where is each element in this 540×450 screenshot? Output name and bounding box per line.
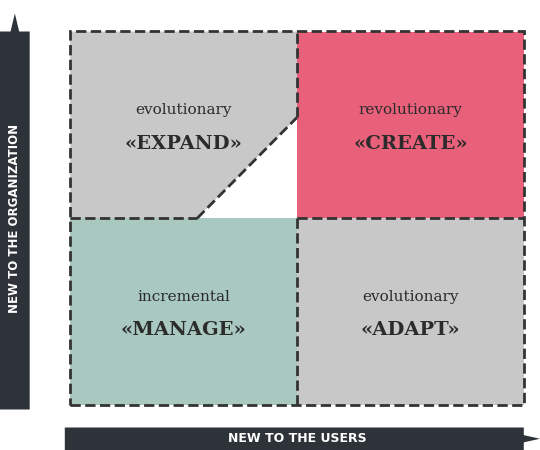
Polygon shape xyxy=(0,14,30,410)
Text: «ADAPT»: «ADAPT» xyxy=(361,321,460,339)
Text: NEW TO THE ORGANIZATION: NEW TO THE ORGANIZATION xyxy=(8,124,22,313)
Text: incremental: incremental xyxy=(137,290,230,304)
Text: evolutionary: evolutionary xyxy=(362,290,458,304)
Bar xyxy=(70,218,297,405)
Text: «CREATE»: «CREATE» xyxy=(353,135,468,153)
Text: «MANAGE»: «MANAGE» xyxy=(121,321,246,339)
Polygon shape xyxy=(65,428,540,450)
Text: evolutionary: evolutionary xyxy=(136,103,232,117)
Polygon shape xyxy=(297,32,524,218)
Text: NEW TO THE USERS: NEW TO THE USERS xyxy=(228,432,366,445)
Polygon shape xyxy=(70,32,297,218)
Bar xyxy=(297,218,524,405)
Text: «EXPAND»: «EXPAND» xyxy=(125,135,242,153)
Text: revolutionary: revolutionary xyxy=(359,103,462,117)
Bar xyxy=(70,32,524,405)
